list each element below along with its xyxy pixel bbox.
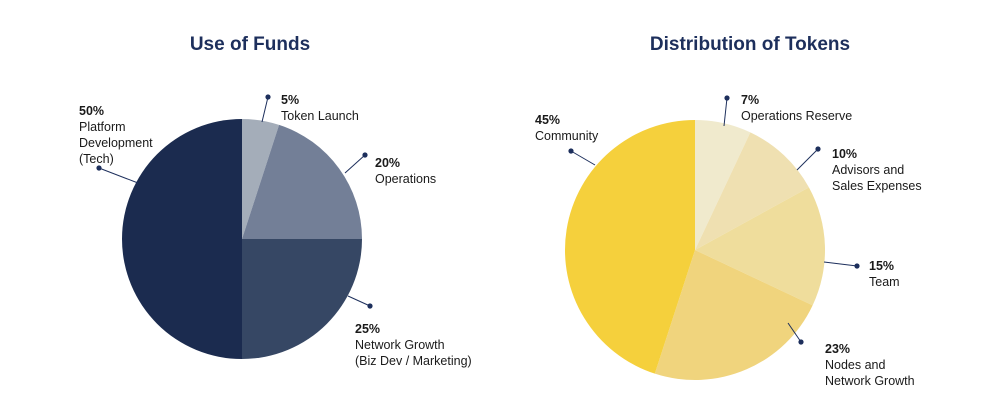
data-label-value: 45% [535,113,560,127]
pie-slice-community [564,119,695,374]
leader-line [98,167,139,184]
data-label-operations-reserve: 7% Operations Reserve [741,93,852,123]
leader-line [344,154,366,174]
pie-slices [122,119,362,359]
chart-title: Use of Funds [189,34,311,55]
data-label-value: 10% [832,147,857,161]
leader-dot [265,94,271,100]
distribution-of-tokens-chart: Distribution of Tokens 7% Operations Rese… [500,0,1000,400]
pie-slice-platform-development-tech [122,119,242,359]
pie-slice-nodes-and-network-growth [654,250,813,381]
use-of-funds-chart: Use of Funds 5% Token Launch 20% Operations… [79,34,472,368]
data-label-nodes-and-network-growth: 23% Nodes and Network Growth [825,342,915,388]
data-label-category: Token Launch [281,109,359,123]
data-label-value: 20% [375,156,400,170]
leader-dot [362,152,368,158]
data-label-category: Development [79,136,153,150]
leader-line [261,96,269,123]
data-label-category: Advisors and [832,163,904,177]
leader-line [347,295,371,307]
data-label-value: 5% [281,93,299,107]
pie-slice-advisors-and-sales-expenses [695,132,809,250]
leader-dot [367,303,373,309]
data-label-team: 15% Team [869,259,900,289]
data-label-category: Nodes and [825,358,886,372]
pie-slice-network-growth-biz-dev-marketing [242,239,362,359]
data-label-category: Network Growth [355,338,445,352]
pie-chart-svg: 5% Token Launch 20% Operations 25% Network Gr… [79,93,472,368]
data-label-category: Operations Reserve [741,109,852,123]
data-label-advisors-and-sales-expenses: 10% Advisors and Sales Expenses [832,147,922,193]
data-label-category: Community [535,129,599,143]
pie-slice-operations-reserve [695,119,751,250]
data-label-operations: 20% Operations [375,156,436,186]
data-label-token-launch: 5% Token Launch [281,93,359,123]
chart-title: Distribution of Tokens [649,34,851,55]
data-label-network-growth-biz-dev-marketing: 25% Network Growth (Biz Dev / Marketing) [355,322,472,368]
pie-chart-svg: 7% Operations Reserve 10% Advisors and Sales… [535,93,922,388]
data-label-category: Platform [79,120,126,134]
leader-line [796,148,819,171]
data-label-value: 50% [79,104,104,118]
data-label-value: 23% [825,342,850,356]
pie-slice-token-launch [242,119,280,239]
leader-line [570,150,596,166]
data-label-category: Network Growth [825,374,915,388]
pie-slice-operations [242,124,362,239]
leader-dot [815,146,821,152]
slice-labels: 5% Token Launch 20% Operations 25% Network Gr… [79,93,472,368]
leader-dot [854,263,860,269]
pie-slice-team [695,187,826,306]
leader-dot [568,148,574,154]
data-label-community: 45% Community [535,113,599,143]
data-label-category: Team [869,275,900,289]
leader-line [823,261,858,267]
data-label-category: (Tech) [79,152,114,166]
data-label-value: 15% [869,259,894,273]
data-label-value: 25% [355,322,380,336]
leader-dot [724,95,730,101]
slice-labels: 7% Operations Reserve 10% Advisors and Sales… [535,93,922,388]
leader-line [787,322,802,343]
data-label-category: Sales Expenses [832,179,922,193]
data-label-value: 7% [741,93,759,107]
pie-slices [564,119,826,381]
leader-dot [96,165,102,171]
leader-line [723,97,728,127]
leader-dot [798,339,804,345]
data-label-category: (Biz Dev / Marketing) [355,354,472,368]
data-label-platform-development-tech: 50% Platform Development (Tech) [79,104,153,166]
data-label-category: Operations [375,172,436,186]
